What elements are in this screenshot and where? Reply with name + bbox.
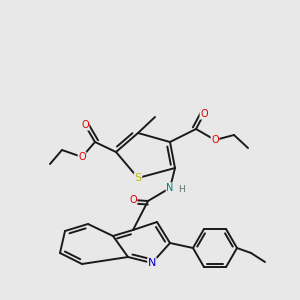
Text: O: O bbox=[78, 152, 86, 162]
Text: H: H bbox=[178, 184, 185, 194]
Text: S: S bbox=[134, 173, 142, 183]
Text: N: N bbox=[166, 183, 174, 193]
Text: O: O bbox=[129, 195, 137, 205]
Text: O: O bbox=[211, 135, 219, 145]
Text: N: N bbox=[148, 258, 156, 268]
Text: O: O bbox=[81, 120, 89, 130]
Text: O: O bbox=[200, 109, 208, 119]
